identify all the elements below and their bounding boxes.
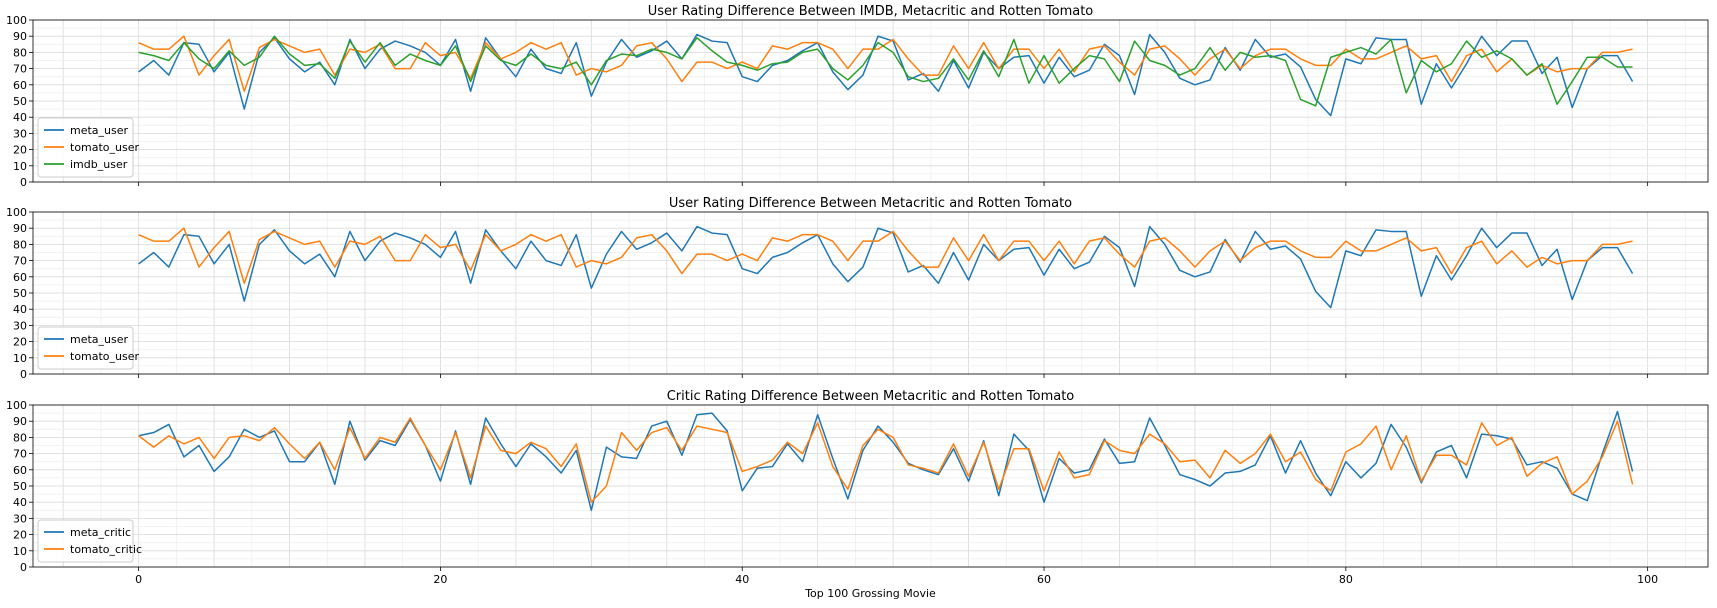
y-tick-label: 40 (13, 496, 27, 509)
y-tick-label: 20 (13, 144, 27, 157)
series-line-tomato_user (138, 35, 1633, 93)
y-tick-label: 80 (13, 238, 27, 251)
series-line-imdb_user (138, 35, 1633, 107)
legend-box (37, 117, 134, 178)
legend-label: tomato_critic (70, 543, 142, 556)
chart-title: User Rating Difference Between Metacriti… (669, 196, 1072, 211)
y-tick-label: 10 (13, 352, 27, 365)
x-tick-label: 100 (1637, 573, 1658, 586)
y-tick-label: 20 (13, 336, 27, 349)
legend-box (37, 326, 134, 370)
y-tick-label: 80 (13, 431, 27, 444)
y-tick-label: 0 (20, 176, 27, 189)
series-line-meta_user (138, 33, 1634, 117)
y-tick-label: 100 (6, 206, 27, 219)
legend: meta_critic tomato_critic (37, 519, 142, 563)
y-tick-label: 100 (6, 14, 27, 27)
x-tick-label: 60 (1037, 573, 1051, 586)
y-tick-label: 0 (20, 368, 27, 381)
y-tick-label: 10 (13, 160, 27, 173)
chart-panel-1: 0 10 20 30 40 50 60 70 80 90 100 User Rating Differ… (6, 4, 1709, 189)
y-tick-label: 60 (13, 79, 27, 92)
series-line-tomato_critic (138, 417, 1634, 503)
x-tick-label: 20 (433, 573, 447, 586)
x-axis-label: Top 100 Grossing Movie (804, 587, 936, 600)
chart-panel-2: 0 10 20 30 40 50 60 70 80 90 100 User Rating Differ… (6, 196, 1709, 381)
x-tick-label: 80 (1339, 573, 1353, 586)
chart-panel-3: 0 10 20 30 40 50 60 70 80 90 100 0 20 40 60 80 100 Critic… (6, 389, 1709, 586)
series-line-tomato_user (138, 227, 1633, 285)
x-tick-label: 0 (135, 573, 142, 586)
y-tick-label: 0 (20, 561, 27, 574)
chart-title: Critic Rating Difference Between Metacri… (667, 389, 1075, 404)
y-tick-label: 60 (13, 271, 27, 284)
y-tick-label: 30 (13, 319, 27, 332)
legend-label: tomato_user (70, 141, 140, 154)
x-tick-label: 40 (735, 573, 749, 586)
y-tick-label: 80 (13, 46, 27, 59)
y-tick-label: 20 (13, 529, 27, 542)
y-tick-label: 70 (13, 255, 27, 268)
legend: meta_user tomato_user (37, 326, 140, 370)
y-tick-label: 10 (13, 545, 27, 558)
chart-title: User Rating Difference Between IMDB, Met… (648, 4, 1094, 19)
legend-label: meta_user (70, 333, 129, 346)
y-tick-label: 90 (13, 415, 27, 428)
y-tick-label: 100 (6, 399, 27, 412)
y-tick-label: 90 (13, 222, 27, 235)
series-line-meta_critic (138, 410, 1634, 512)
legend-label: meta_user (70, 124, 129, 137)
legend-label: imdb_user (70, 158, 128, 171)
legend-box (37, 519, 134, 563)
y-tick-label: 70 (13, 448, 27, 461)
legend-label: tomato_user (70, 350, 140, 363)
legend: meta_user tomato_user imdb_user (37, 117, 140, 178)
y-tick-label: 50 (13, 95, 27, 108)
y-tick-label: 40 (13, 111, 27, 124)
y-tick-label: 70 (13, 63, 27, 76)
y-tick-label: 60 (13, 464, 27, 477)
y-tick-label: 30 (13, 512, 27, 525)
y-tick-label: 30 (13, 127, 27, 140)
series-line-meta_user (138, 225, 1634, 309)
y-tick-label: 90 (13, 30, 27, 43)
y-tick-label: 40 (13, 303, 27, 316)
y-tick-label: 50 (13, 480, 27, 493)
legend-label: meta_critic (70, 526, 131, 539)
y-tick-label: 50 (13, 287, 27, 300)
